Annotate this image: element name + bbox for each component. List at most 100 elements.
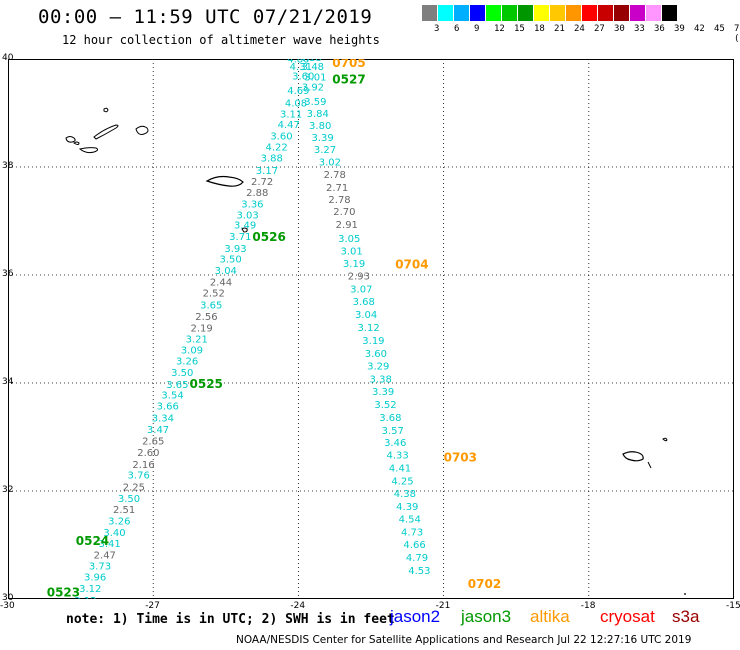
wave-height-value: 3.19: [343, 259, 365, 270]
wave-height-value: 3.84: [307, 109, 329, 120]
map-svg: 4.804.313.604.694.083.114.473.604.223.88…: [8, 53, 734, 630]
wave-height-value: 4.80: [287, 59, 309, 65]
wave-height-value: 3.03: [236, 210, 258, 221]
wave-height-value: 3.92: [302, 82, 324, 93]
wave-height-value: 3.46: [384, 438, 406, 449]
wave-height-value: 3.09: [181, 345, 203, 356]
colorbar-label: 33: [634, 24, 645, 34]
wave-height-value: 3.26: [108, 516, 130, 527]
island-graciosa: [135, 125, 149, 135]
lat-tick-label: 38: [2, 161, 14, 171]
map-title: 00:00 — 11:59 UTC 07/21/2019: [38, 6, 373, 28]
wave-height-value: 3.93: [224, 244, 246, 255]
lon-tick-label: -24: [290, 601, 306, 611]
colorbar-label: 45: [714, 24, 725, 34]
wave-height-value: 3.39: [372, 387, 394, 398]
wave-height-value: 3.01: [304, 73, 326, 84]
colorbar-label: 6: [454, 24, 460, 34]
colorbar-swatch: [614, 5, 630, 21]
colorbar-swatch: [598, 5, 614, 21]
colorbar-label: 70 (ft): [734, 24, 740, 44]
island-flores: [65, 136, 76, 143]
wave-height-value: 3.71: [229, 232, 251, 243]
wave-height-value: 3.66: [157, 401, 179, 412]
wave-height-value: 3.60: [270, 131, 292, 142]
wave-height-value: 3.07: [350, 284, 372, 295]
wave-height-value: 3.49: [234, 221, 256, 232]
wave-height-value: 3.59: [304, 97, 326, 108]
wave-height-value: 3.21: [186, 335, 208, 346]
wave-height-value: 2.16: [132, 460, 154, 471]
colorbar-swatch: [454, 5, 470, 21]
wave-height-value: 3.36: [241, 200, 263, 211]
wave-height-value: 3.39: [311, 133, 333, 144]
island-sao-miguel: [205, 175, 244, 187]
wave-height-value: 3.65: [200, 300, 222, 311]
wave-height-value: 2.60: [137, 448, 159, 459]
pass-time-label: 0524: [76, 534, 109, 548]
wave-height-value: 4.73: [401, 527, 423, 538]
island-santa-maria: [241, 227, 248, 233]
wave-height-value: 3.27: [314, 145, 336, 156]
colorbar-swatch: [502, 5, 518, 21]
colorbar: [422, 5, 678, 21]
wave-height-value: 4.53: [408, 566, 430, 577]
credit-line: NOAA/NESDIS Center for Satellite Applica…: [236, 634, 692, 646]
pass-time-label: 0703: [444, 450, 477, 464]
wave-height-value: 4.25: [391, 477, 413, 488]
mission-altika: altika: [530, 607, 570, 626]
wave-height-value: 4.18: [299, 59, 321, 64]
wave-height-value: 3.57: [382, 426, 404, 437]
lon-tick-label: -27: [145, 601, 160, 611]
colorbar-swatch: [662, 5, 678, 21]
pass-time-label: 0527: [332, 72, 365, 86]
wave-height-value: 2.78: [328, 195, 350, 206]
colorbar-label: 9: [474, 24, 480, 34]
colorbar-swatch: [486, 5, 502, 21]
wave-height-value: 3.65: [166, 380, 188, 391]
pass-time-label: 0525: [190, 377, 223, 391]
colorbar-label: 21: [554, 24, 565, 34]
wave-height-value: 2.65: [142, 437, 164, 448]
colorbar-label: 18: [534, 24, 545, 34]
wave-height-value: 3.68: [379, 413, 401, 424]
lon-tick-label: -18: [580, 601, 596, 611]
land-outlines: [65, 107, 686, 600]
island-corvo: [103, 107, 109, 113]
wave-height-value: 3.26: [176, 357, 198, 368]
wave-height-value: 4.38: [394, 489, 416, 500]
wave-height-value: 3.60: [365, 349, 387, 360]
wave-height-value: 3.60: [292, 72, 314, 83]
colorbar-swatch: [438, 5, 454, 21]
wave-height-value: 3.52: [374, 400, 396, 411]
wave-height-value: 4.39: [396, 502, 418, 513]
wave-height-value: 4.41: [389, 464, 411, 475]
colorbar-label: 36: [654, 24, 665, 34]
wave-height-value: 3.50: [118, 494, 140, 505]
wave-height-value: 3.50: [171, 368, 193, 379]
colorbar-swatch: [518, 5, 534, 21]
colorbar-label: 30: [614, 24, 625, 34]
wave-height-value: 3.02: [319, 157, 341, 168]
wave-height-value: 2.25: [123, 482, 145, 493]
island-madeira: [622, 451, 644, 462]
lon-tick-label: -30: [0, 601, 15, 611]
wave-height-value: 3.40: [103, 528, 125, 539]
colorbar-swatch: [550, 5, 566, 21]
wave-height-value: 3.48: [302, 62, 324, 73]
island-porto-santo: [662, 437, 668, 442]
wave-height-value: 3.88: [261, 154, 283, 165]
lat-tick-label: 32: [2, 485, 14, 495]
wave-height-value: 2.71: [326, 183, 348, 194]
mission-jason2: jason2: [390, 607, 441, 626]
colorbar-swatch: [422, 5, 438, 21]
colorbar-swatch: [566, 5, 582, 21]
wave-height-value: 3.05: [338, 234, 360, 245]
island-pico: [78, 147, 99, 154]
mission-s3a: s3a: [672, 607, 700, 626]
island-desertas: [647, 461, 652, 469]
lat-tick-label: 34: [2, 377, 14, 387]
map-subtitle: 12 hour collection of altimeter wave hei…: [62, 33, 380, 47]
colorbar-label: 39: [674, 24, 685, 34]
wave-height-value: 3.76: [128, 471, 150, 482]
